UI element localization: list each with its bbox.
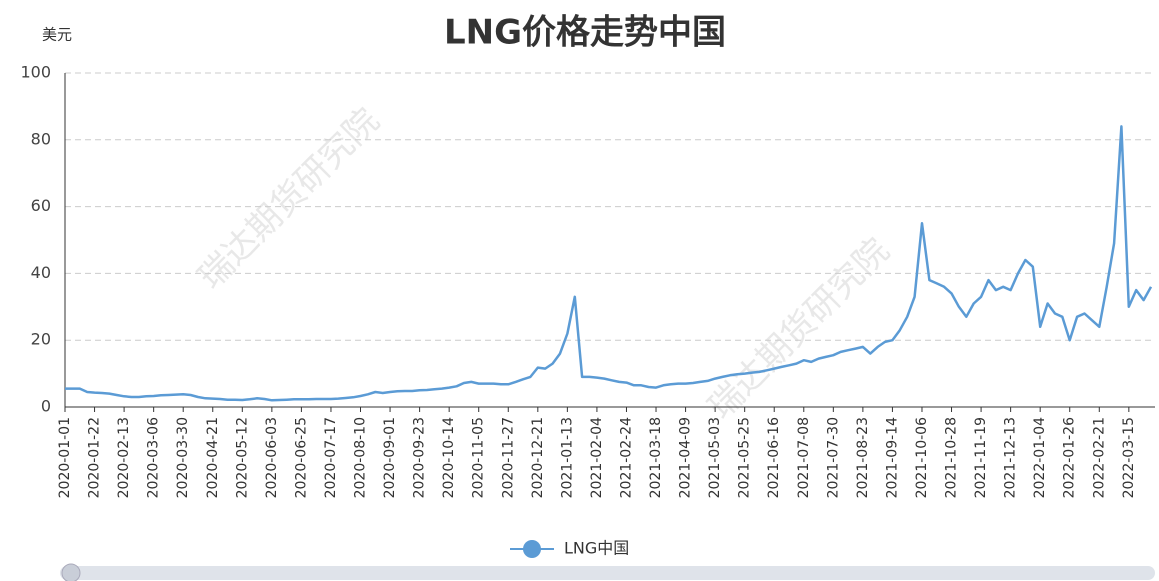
- y-tick-label: 100: [20, 63, 51, 82]
- x-tick-label: 2021-03-18: [648, 417, 664, 498]
- x-tick-label: 2021-08-23: [855, 417, 871, 498]
- x-tick-label: 2020-12-21: [530, 417, 546, 498]
- y-tick-label: 40: [31, 263, 51, 282]
- x-tick-label: 2022-03-15: [1121, 417, 1137, 498]
- y-tick-label: 80: [31, 129, 51, 148]
- x-tick-label: 2020-03-30: [175, 417, 191, 498]
- x-tick-label: 2020-11-27: [500, 417, 516, 498]
- x-tick-label: 2022-02-21: [1091, 417, 1107, 498]
- x-tick-label: 2020-11-05: [471, 417, 487, 498]
- x-tick-label: 2021-10-28: [944, 417, 960, 498]
- x-tick-label: 2020-06-03: [264, 417, 280, 498]
- x-tick-label: 2022-01-04: [1032, 417, 1048, 498]
- x-tick-label: 2020-09-23: [412, 417, 428, 498]
- x-tick-label: 2020-01-01: [57, 417, 73, 498]
- x-tick-label: 2021-07-30: [825, 417, 841, 498]
- y-tick-label: 60: [31, 196, 51, 215]
- series-line: [65, 125, 1153, 402]
- x-tick-label: 2022-01-26: [1062, 417, 1078, 498]
- x-tick-label: 2021-05-25: [737, 417, 753, 498]
- x-tick-label: 2020-07-17: [323, 417, 339, 498]
- x-tick-label: 2021-01-13: [559, 417, 575, 498]
- x-tick-label: 2021-02-24: [618, 417, 634, 498]
- x-tick-label: 2021-09-14: [884, 417, 900, 498]
- x-tick-label: 2021-05-03: [707, 417, 723, 498]
- x-tick-label: 2020-02-13: [116, 417, 132, 498]
- x-tick-label: 2020-05-12: [234, 417, 250, 498]
- zoom-handle[interactable]: [61, 563, 81, 581]
- x-tick-label: 2020-06-25: [293, 417, 309, 498]
- legend-marker: [523, 540, 541, 558]
- watermark: 瑞达期货研究院: [191, 101, 388, 298]
- x-tick-label: 2021-04-09: [678, 417, 694, 498]
- y-axis-label: 美元: [42, 26, 72, 44]
- x-tick-label: 2021-02-04: [589, 417, 605, 498]
- x-tick-label: 2021-07-08: [796, 417, 812, 498]
- x-tick-label: 2021-12-13: [1003, 417, 1019, 498]
- x-tick-label: 2020-10-14: [441, 417, 457, 498]
- x-tick-label: 2020-04-21: [205, 417, 221, 498]
- watermark: 瑞达期货研究院: [701, 231, 898, 428]
- chart-title: LNG价格走势中国: [444, 13, 726, 53]
- legend-label: LNG中国: [564, 539, 629, 558]
- y-tick-label: 0: [41, 397, 51, 416]
- x-tick-label: 2020-08-10: [353, 417, 369, 498]
- x-tick-label: 2021-11-19: [973, 417, 989, 498]
- zoom-slider[interactable]: [60, 566, 1155, 580]
- x-tick-label: 2021-06-16: [766, 417, 782, 498]
- x-tick-label: 2020-09-01: [382, 417, 398, 498]
- x-tick-label: 2020-03-06: [146, 417, 162, 498]
- y-tick-label: 20: [31, 330, 51, 349]
- x-tick-label: 2020-01-22: [87, 417, 103, 498]
- x-tick-label: 2021-10-06: [914, 417, 930, 498]
